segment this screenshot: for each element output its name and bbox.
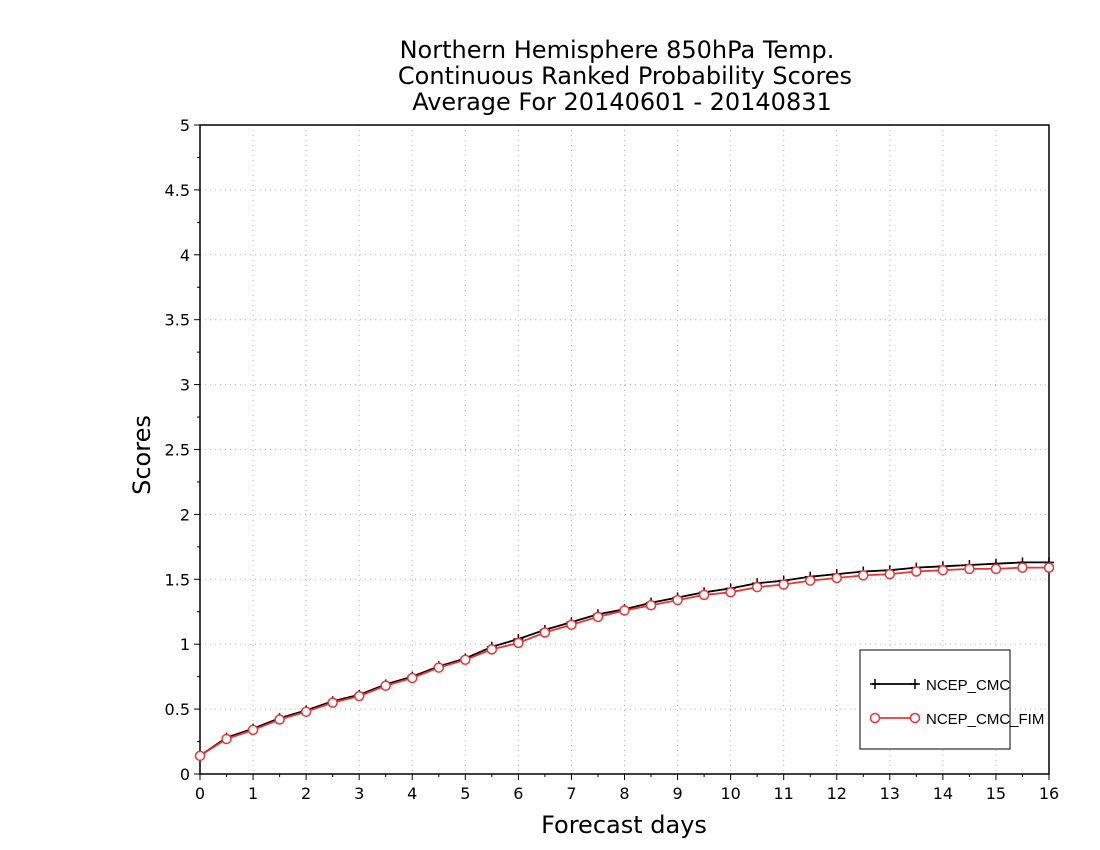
x-tick-label: 0	[195, 784, 205, 803]
series-NCEP_CMC_FIM	[194, 562, 1055, 762]
data-point	[698, 589, 710, 601]
y-tick-label: 3.5	[165, 311, 190, 330]
data-point	[804, 575, 816, 586]
data-point	[513, 637, 524, 649]
data-point	[778, 579, 789, 590]
data-point	[858, 570, 869, 581]
data-point	[672, 594, 683, 606]
data-point	[751, 581, 763, 593]
data-point	[353, 690, 365, 702]
title-line-3: Average For 20140601 - 20140831	[412, 88, 832, 116]
legend-marker	[870, 679, 880, 689]
data-point	[300, 706, 312, 717]
x-tick-label: 15	[986, 784, 1006, 803]
x-tick-label: 1	[248, 784, 258, 803]
data-point	[990, 563, 1002, 575]
legend-marker	[869, 712, 881, 724]
data-point	[460, 654, 471, 666]
y-axis: 0 0.5 1 1.5 2 2.5 3 3.5 4 4.5 5	[165, 116, 200, 784]
y-tick-label: 4	[180, 246, 190, 265]
data-point	[964, 563, 975, 575]
data-point	[274, 714, 285, 725]
y-tick-label: 2.5	[165, 441, 190, 460]
data-point	[433, 662, 445, 673]
y-tick-label: 3	[180, 376, 190, 395]
y-tick-label: 1.5	[165, 570, 190, 589]
x-tick-label: 14	[933, 784, 953, 803]
x-axis-label: Forecast days	[541, 811, 707, 839]
x-tick-label: 2	[301, 784, 311, 803]
data-point	[831, 572, 842, 584]
chart-title: Northern Hemisphere 850hPa Temp. Continu…	[398, 36, 852, 116]
x-tick-label: 8	[619, 784, 629, 803]
y-axis-label: Scores	[128, 415, 156, 495]
x-tick-label: 4	[407, 784, 417, 803]
data-point	[884, 568, 896, 580]
data-point	[645, 600, 657, 611]
x-tick-label: 13	[880, 784, 900, 803]
data-point	[1043, 562, 1055, 573]
x-tick-label: 16	[1039, 784, 1059, 803]
y-tick-label: 1	[180, 635, 190, 654]
data-point	[194, 750, 206, 762]
legend-box	[859, 649, 1011, 750]
data-point	[380, 680, 391, 691]
legend-label: NCEP_CMC	[926, 677, 1010, 694]
x-tick-label: 10	[720, 784, 740, 803]
y-tick-label: 0	[180, 765, 190, 784]
data-point	[937, 564, 949, 576]
data-point	[1017, 562, 1028, 573]
y-tick-label: 5	[180, 116, 190, 135]
data-point	[407, 672, 418, 684]
data-point	[911, 566, 922, 577]
legend-item: NCEP_CMC	[870, 677, 1010, 694]
x-tick-label: 7	[566, 784, 576, 803]
data-point	[247, 724, 259, 736]
legend: NCEP_CMC NCEP_CMC_FIM	[859, 649, 1044, 750]
title-line-1: Northern Hemisphere 850hPa Temp.	[400, 36, 835, 64]
data-point	[486, 644, 498, 655]
data-point	[725, 587, 736, 598]
x-tick-label: 12	[827, 784, 847, 803]
legend-marker	[910, 679, 920, 689]
y-tick-label: 0.5	[165, 700, 190, 719]
legend-marker	[909, 712, 921, 724]
x-tick-label: 11	[774, 784, 794, 803]
series-group	[194, 557, 1055, 762]
data-point	[539, 627, 551, 638]
data-point	[566, 619, 577, 630]
data-point	[221, 733, 232, 745]
data-point	[619, 605, 630, 616]
x-tick-label: 6	[513, 784, 523, 803]
title-line-2: Continuous Ranked Probability Scores	[398, 62, 852, 90]
y-tick-label: 4.5	[165, 181, 190, 200]
x-tick-label: 9	[672, 784, 682, 803]
data-point	[327, 697, 338, 708]
data-point	[592, 611, 604, 623]
x-tick-label: 5	[460, 784, 470, 803]
x-tick-label: 3	[354, 784, 364, 803]
y-tick-label: 2	[180, 505, 190, 524]
legend-item: NCEP_CMC_FIM	[869, 711, 1044, 728]
x-axis: 0 1 2 3 4 5 6 7 8 9 10 11 12 13 14 15 16	[195, 774, 1059, 803]
legend-label: NCEP_CMC_FIM	[926, 711, 1044, 728]
